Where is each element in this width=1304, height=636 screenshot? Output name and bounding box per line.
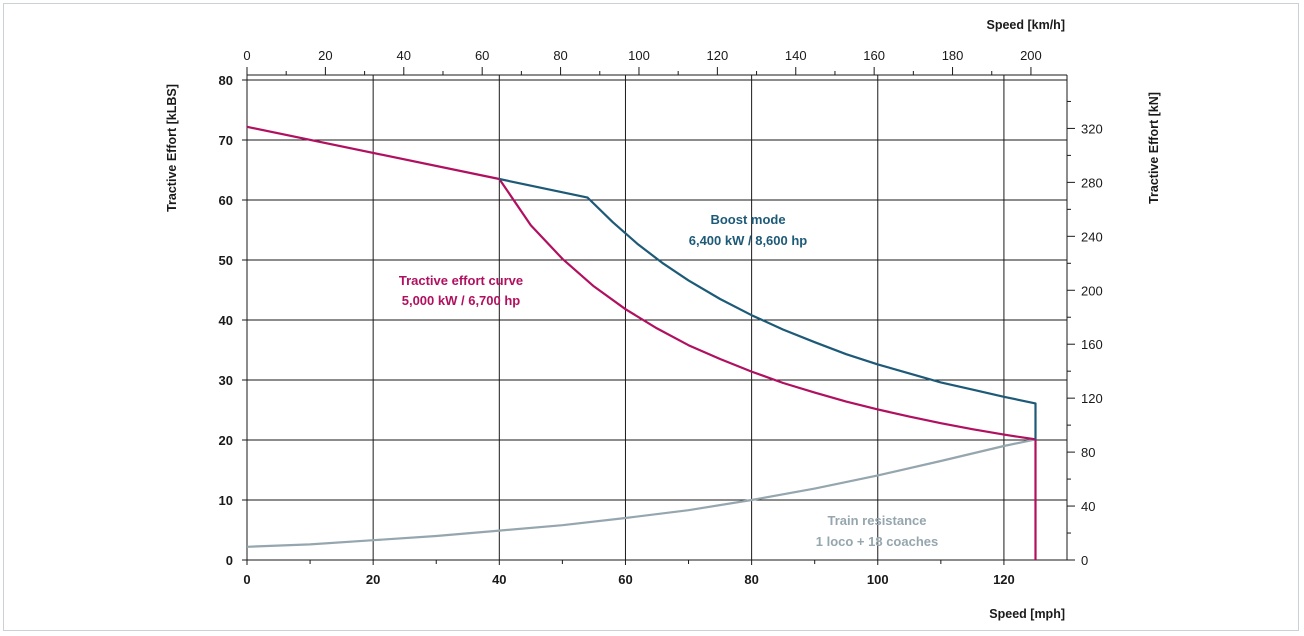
- x-tick-label: 60: [618, 572, 632, 587]
- tick-labels: 0 10 20 30 40 50 60 70 80 0 20 40 60 80 100 120 0 20 40 60 8…: [219, 48, 1103, 587]
- y2-tick-label: 200: [1081, 283, 1103, 298]
- tick-marks: [242, 67, 1075, 565]
- y-tick-label: 0: [226, 553, 233, 568]
- series-line-train-resistance: [246, 438, 1036, 548]
- x-tick-label: 120: [993, 572, 1015, 587]
- y2-axis-title: Tractive Effort [kN]: [1147, 92, 1161, 204]
- y2-tick-label: 120: [1081, 391, 1103, 406]
- y2-tick-label: 320: [1081, 121, 1103, 136]
- y-axis-title: Tractive Effort [kLBS]: [165, 84, 179, 212]
- x2-tick-label: 100: [628, 48, 650, 63]
- x-tick-label: 0: [243, 572, 250, 587]
- x2-tick-label: 140: [785, 48, 807, 63]
- y2-tick-label: 0: [1081, 553, 1088, 568]
- y2-tick-label: 40: [1081, 499, 1095, 514]
- annotation-train-resistance-title: Train resistance: [828, 513, 927, 528]
- x-tick-label: 100: [867, 572, 889, 587]
- chart-frame: [3, 3, 1299, 631]
- x2-tick-label: 20: [318, 48, 332, 63]
- series-line-tractive-effort: [246, 125, 1037, 560]
- x-tick-label: 40: [492, 572, 506, 587]
- annotation-tractive-effort-power: 5,000 kW / 6,700 hp: [402, 293, 521, 308]
- x-axis-title: Speed [mph]: [989, 607, 1065, 621]
- x2-tick-label: 180: [942, 48, 964, 63]
- x2-tick-label: 0: [243, 48, 250, 63]
- series-line-boost-mode: [499, 177, 1037, 440]
- annotation-boost-mode-power: 6,400 kW / 8,600 hp: [689, 233, 808, 248]
- y-tick-label: 30: [219, 373, 233, 388]
- x-tick-label: 20: [366, 572, 380, 587]
- y2-tick-label: 80: [1081, 445, 1095, 460]
- x2-tick-label: 120: [707, 48, 729, 63]
- x2-axis-title: Speed [km/h]: [987, 18, 1066, 32]
- y2-tick-label: 160: [1081, 337, 1103, 352]
- y-tick-label: 20: [219, 433, 233, 448]
- y2-tick-label: 240: [1081, 229, 1103, 244]
- y-tick-label: 60: [219, 193, 233, 208]
- x2-tick-label: 80: [553, 48, 567, 63]
- y-tick-label: 80: [219, 73, 233, 88]
- annotation-tractive-effort-title: Tractive effort curve: [399, 273, 523, 288]
- x-tick-label: 80: [744, 572, 758, 587]
- y-tick-label: 50: [219, 253, 233, 268]
- y-tick-label: 40: [219, 313, 233, 328]
- annotation-boost-mode-title: Boost mode: [710, 212, 785, 227]
- x2-tick-label: 60: [475, 48, 489, 63]
- y-tick-label: 70: [219, 133, 233, 148]
- x2-tick-label: 160: [863, 48, 885, 63]
- y-tick-label: 10: [219, 493, 233, 508]
- x2-tick-label: 200: [1020, 48, 1042, 63]
- x2-tick-label: 40: [397, 48, 411, 63]
- series-lines: [246, 125, 1037, 560]
- annotation-train-resistance-detail: 1 loco + 18 coaches: [816, 534, 938, 549]
- y2-tick-label: 280: [1081, 175, 1103, 190]
- grid: [246, 74, 1068, 561]
